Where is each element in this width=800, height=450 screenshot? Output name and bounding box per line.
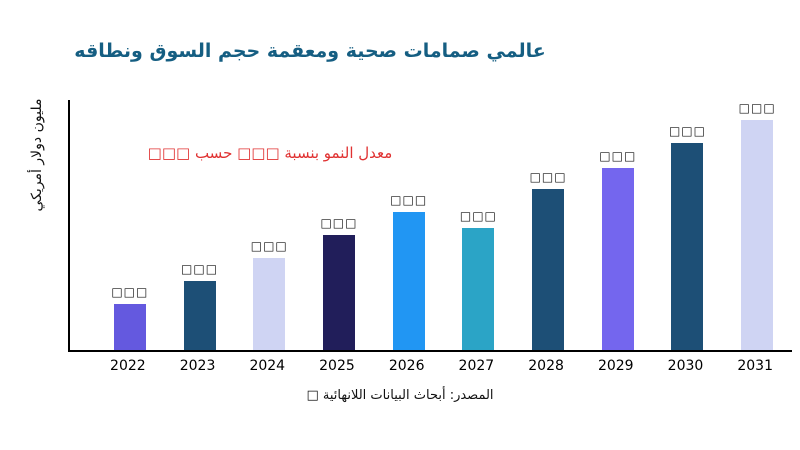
bar-group-2031: □□□	[722, 100, 792, 350]
bar-value-label: □□□	[320, 216, 358, 230]
bar-2028	[532, 189, 565, 350]
bars-container: □□□ □□□ □□□ □□□ □□□ □□□	[95, 100, 792, 350]
x-tick-2024: 2024	[249, 358, 286, 374]
bar-group-2025: □□□	[304, 100, 374, 350]
bar-2023	[183, 281, 216, 350]
y-axis-label: مليون دولار أمريكي	[29, 98, 45, 212]
bar-group-2027: □□□	[444, 100, 514, 350]
x-tick-2029: 2029	[597, 358, 634, 374]
bar-value-label: □□□	[599, 149, 637, 163]
bar-value-label: □□□	[668, 124, 706, 138]
bar-2029	[601, 168, 634, 350]
bar-2022	[113, 304, 146, 350]
bar-value-label: □□□	[250, 239, 288, 253]
bar-group-2023: □□□	[165, 100, 235, 350]
bar-group-2026: □□□	[374, 100, 444, 350]
bar-value-label: □□□	[181, 262, 219, 276]
chart-title: عالمي صمامات صحية ومعقمة حجم السوق ونطاق…	[74, 40, 546, 62]
x-axis: 2022 2023 2024 2025 2026 2027 2028 2029 …	[93, 358, 790, 374]
bar-2026	[392, 212, 425, 350]
plot-area: □□□ □□□ □□□ □□□ □□□ □□□	[68, 100, 792, 352]
bar-value-label: □□□	[111, 285, 149, 299]
x-tick-2022: 2022	[110, 358, 146, 374]
growth-annotation: معدل النمو بنسبة □□□ حسب □□□	[147, 144, 393, 162]
source-caption: المصدر: أبحاث البيانات اللانهائية □	[306, 388, 494, 403]
bar-2027	[462, 228, 495, 350]
bar-2031	[741, 120, 774, 350]
x-tick-2030: 2030	[667, 358, 704, 374]
bar-group-2030: □□□	[653, 100, 723, 350]
bar-group-2029: □□□	[583, 100, 653, 350]
bar-group-2022: □□□	[95, 100, 165, 350]
x-tick-2026: 2026	[388, 358, 425, 374]
x-tick-2025: 2025	[319, 358, 355, 374]
bar-2025	[322, 235, 355, 350]
bar-group-2028: □□□	[513, 100, 583, 350]
bar-value-label: □□□	[738, 101, 776, 115]
bar-2030	[671, 143, 704, 350]
bar-value-label: □□□	[390, 193, 428, 207]
x-tick-2023: 2023	[179, 358, 216, 374]
bar-value-label: □□□	[459, 209, 497, 223]
bar-group-2024: □□□	[234, 100, 304, 350]
x-tick-2027: 2027	[458, 358, 495, 374]
bar-value-label: □□□	[529, 170, 567, 184]
x-tick-2031: 2031	[737, 358, 773, 374]
bar-2024	[253, 258, 286, 350]
x-tick-2028: 2028	[528, 358, 564, 374]
